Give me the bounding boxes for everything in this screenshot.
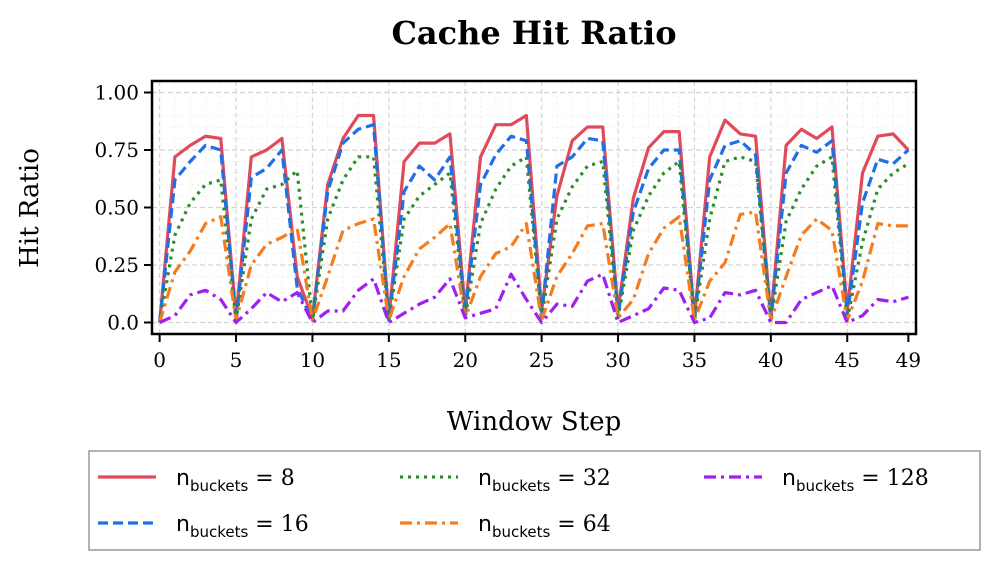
legend-label-1: nbuckets = 16 xyxy=(176,512,309,541)
x-axis-label: Window Step xyxy=(447,407,621,437)
series-line-0 xyxy=(158,113,910,323)
legend-label-prefix: n xyxy=(176,466,190,491)
legend-label-value: = 8 xyxy=(248,466,294,491)
x-tick-label: 40 xyxy=(758,348,783,372)
legend-label-subscript: buckets xyxy=(190,523,249,541)
legend-label-subscript: buckets xyxy=(492,523,551,541)
legend-label-2: nbuckets = 32 xyxy=(478,466,611,495)
series-line-1 xyxy=(158,123,910,323)
series-line-3 xyxy=(158,210,909,323)
legend-label-prefix: n xyxy=(782,466,796,491)
x-tick-label: 20 xyxy=(453,348,478,372)
legend-label-subscript: buckets xyxy=(796,477,855,495)
y-tick-label: 0.25 xyxy=(94,253,139,277)
y-tick-label: 0.75 xyxy=(94,138,139,162)
legend-label-0: nbuckets = 8 xyxy=(176,466,295,495)
legend-label-value: = 32 xyxy=(550,466,610,491)
legend-label-value: = 16 xyxy=(248,512,308,537)
axis-ticks: 0 5 10 15 20 25 30 35 40 45 49 0.0 0.25 0.50 0.75 1.00 xyxy=(94,81,921,373)
x-tick-label: 49 xyxy=(896,348,921,372)
x-tick-label: 45 xyxy=(835,348,860,372)
x-tick-label: 0 xyxy=(153,348,166,372)
x-tick-label: 5 xyxy=(230,348,243,372)
legend-label-4: nbuckets = 128 xyxy=(782,466,929,495)
legend-label-prefix: n xyxy=(478,466,492,491)
legend-label-subscript: buckets xyxy=(492,477,551,495)
series-layer xyxy=(158,113,910,325)
series-line-4 xyxy=(158,272,909,325)
y-axis-label: Hit Ratio xyxy=(15,148,45,268)
x-tick-label: 35 xyxy=(682,348,707,372)
chart-title: Cache Hit Ratio xyxy=(391,14,676,52)
x-tick-label: 25 xyxy=(529,348,554,372)
legend-box xyxy=(88,450,981,551)
x-tick-label: 30 xyxy=(605,348,630,372)
legend-label-prefix: n xyxy=(176,512,190,537)
y-tick-label: 0.0 xyxy=(107,311,139,335)
legend-label-value: = 128 xyxy=(854,466,928,491)
y-tick-label: 1.00 xyxy=(94,81,139,105)
legend-label-subscript: buckets xyxy=(190,477,249,495)
y-tick-label: 0.50 xyxy=(94,196,139,220)
x-tick-label: 10 xyxy=(300,348,325,372)
x-tick-label: 15 xyxy=(376,348,401,372)
legend-label-value: = 64 xyxy=(550,512,610,537)
legend-label-3: nbuckets = 64 xyxy=(478,512,611,541)
series-line-2 xyxy=(158,155,910,323)
legend-label-prefix: n xyxy=(478,512,492,537)
